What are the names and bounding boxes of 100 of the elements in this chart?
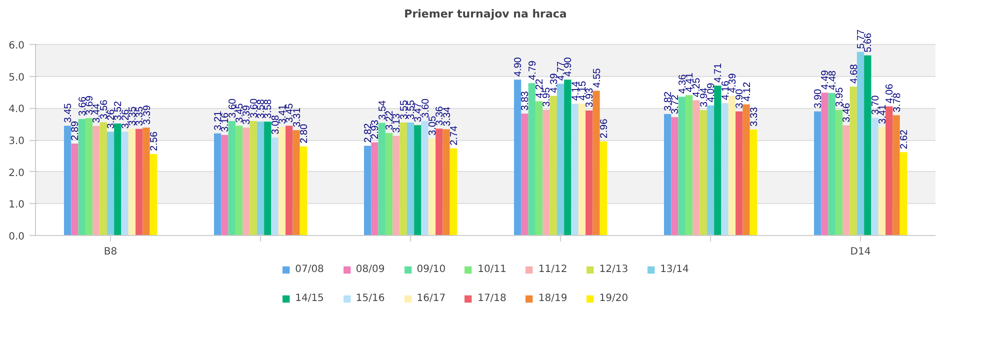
bar [92, 126, 100, 236]
legend-label: 17/18 [478, 293, 506, 304]
bar [136, 128, 143, 236]
bar [228, 120, 236, 236]
data-label: 3.90 [813, 88, 824, 108]
bar [442, 129, 450, 236]
bar [842, 125, 850, 236]
bar [900, 152, 907, 236]
bar [250, 120, 257, 236]
bar [64, 126, 72, 236]
y-tick-label: 3.0 [8, 136, 25, 148]
bar [235, 126, 243, 236]
bar [750, 130, 757, 236]
data-label: 3.45 [63, 102, 74, 123]
bar [414, 125, 422, 236]
legend-label: 15/16 [356, 293, 385, 304]
bar [371, 142, 378, 236]
bar [571, 104, 578, 236]
y-tick-label: 1.0 [8, 200, 25, 211]
bar [578, 103, 586, 236]
bar [514, 80, 522, 236]
legend-label: 18/19 [538, 293, 568, 304]
bar [242, 128, 250, 236]
bar [535, 101, 543, 236]
bar [421, 120, 428, 236]
legend-label: 09/10 [416, 264, 446, 275]
legend-label: 13/14 [660, 264, 689, 275]
data-label: 4.55 [592, 68, 603, 88]
bar [592, 90, 600, 236]
bar [878, 127, 886, 236]
bar [564, 80, 572, 236]
data-label: 2.96 [598, 118, 610, 138]
bar [550, 96, 557, 236]
bar [814, 111, 822, 236]
bar [256, 122, 264, 236]
bar [436, 128, 443, 236]
bar [385, 133, 393, 236]
bar [835, 110, 843, 236]
bar [264, 122, 272, 236]
bar [128, 128, 136, 236]
bar [271, 138, 278, 236]
bar [121, 132, 128, 236]
data-label: 4.68 [848, 64, 860, 84]
bar [392, 136, 400, 236]
x-tick-label: B8 [104, 246, 118, 258]
bar [600, 141, 607, 236]
data-label: 2.74 [448, 125, 460, 146]
bar [71, 144, 78, 236]
bar [406, 122, 414, 236]
bar [521, 114, 528, 236]
bar [714, 86, 722, 236]
bar [221, 134, 228, 236]
bar [556, 84, 564, 236]
bar [214, 133, 222, 236]
legend-label: 08/09 [356, 264, 385, 275]
bar [678, 96, 686, 236]
bar [700, 110, 707, 236]
bar [886, 106, 893, 236]
bar [528, 83, 536, 236]
y-tick-label: 6.0 [8, 40, 25, 52]
legend-label: 07/08 [295, 264, 324, 275]
bar [106, 132, 114, 236]
data-label: 2.56 [148, 131, 160, 152]
data-label: 3.33 [748, 106, 760, 127]
bar [664, 114, 672, 236]
bar [292, 130, 300, 236]
legend-label: 16/17 [416, 293, 446, 304]
bar [150, 154, 157, 236]
bar [300, 146, 307, 236]
data-label: 3.83 [520, 90, 532, 111]
data-label: 2.89 [70, 120, 82, 141]
bar [736, 111, 743, 236]
bar [78, 119, 86, 236]
data-label: 4.79 [527, 60, 538, 80]
bar [864, 55, 872, 236]
legend-label: 14/15 [295, 293, 324, 304]
data-label: 2.62 [898, 129, 910, 150]
bar [850, 86, 857, 236]
bar [100, 122, 107, 236]
bar [378, 122, 386, 236]
data-label: 3.93 [584, 88, 596, 108]
data-label: 4.09 [706, 82, 717, 102]
bar [821, 92, 828, 236]
data-label: 4.71 [713, 62, 724, 83]
bar [428, 138, 436, 236]
bar [706, 105, 714, 236]
bar [364, 146, 372, 236]
bar [721, 103, 728, 236]
bar [114, 124, 122, 236]
chart-title: Priemer turnajov na hraca [404, 8, 567, 20]
bar [685, 95, 693, 236]
bar [742, 104, 750, 236]
bar [671, 117, 678, 236]
bar [286, 126, 293, 236]
bar [828, 92, 836, 236]
y-tick-label: 4.0 [8, 104, 25, 116]
bar [278, 127, 286, 236]
y-tick-label: 0.0 [8, 232, 25, 242]
bar [450, 148, 457, 236]
bar [892, 115, 900, 236]
